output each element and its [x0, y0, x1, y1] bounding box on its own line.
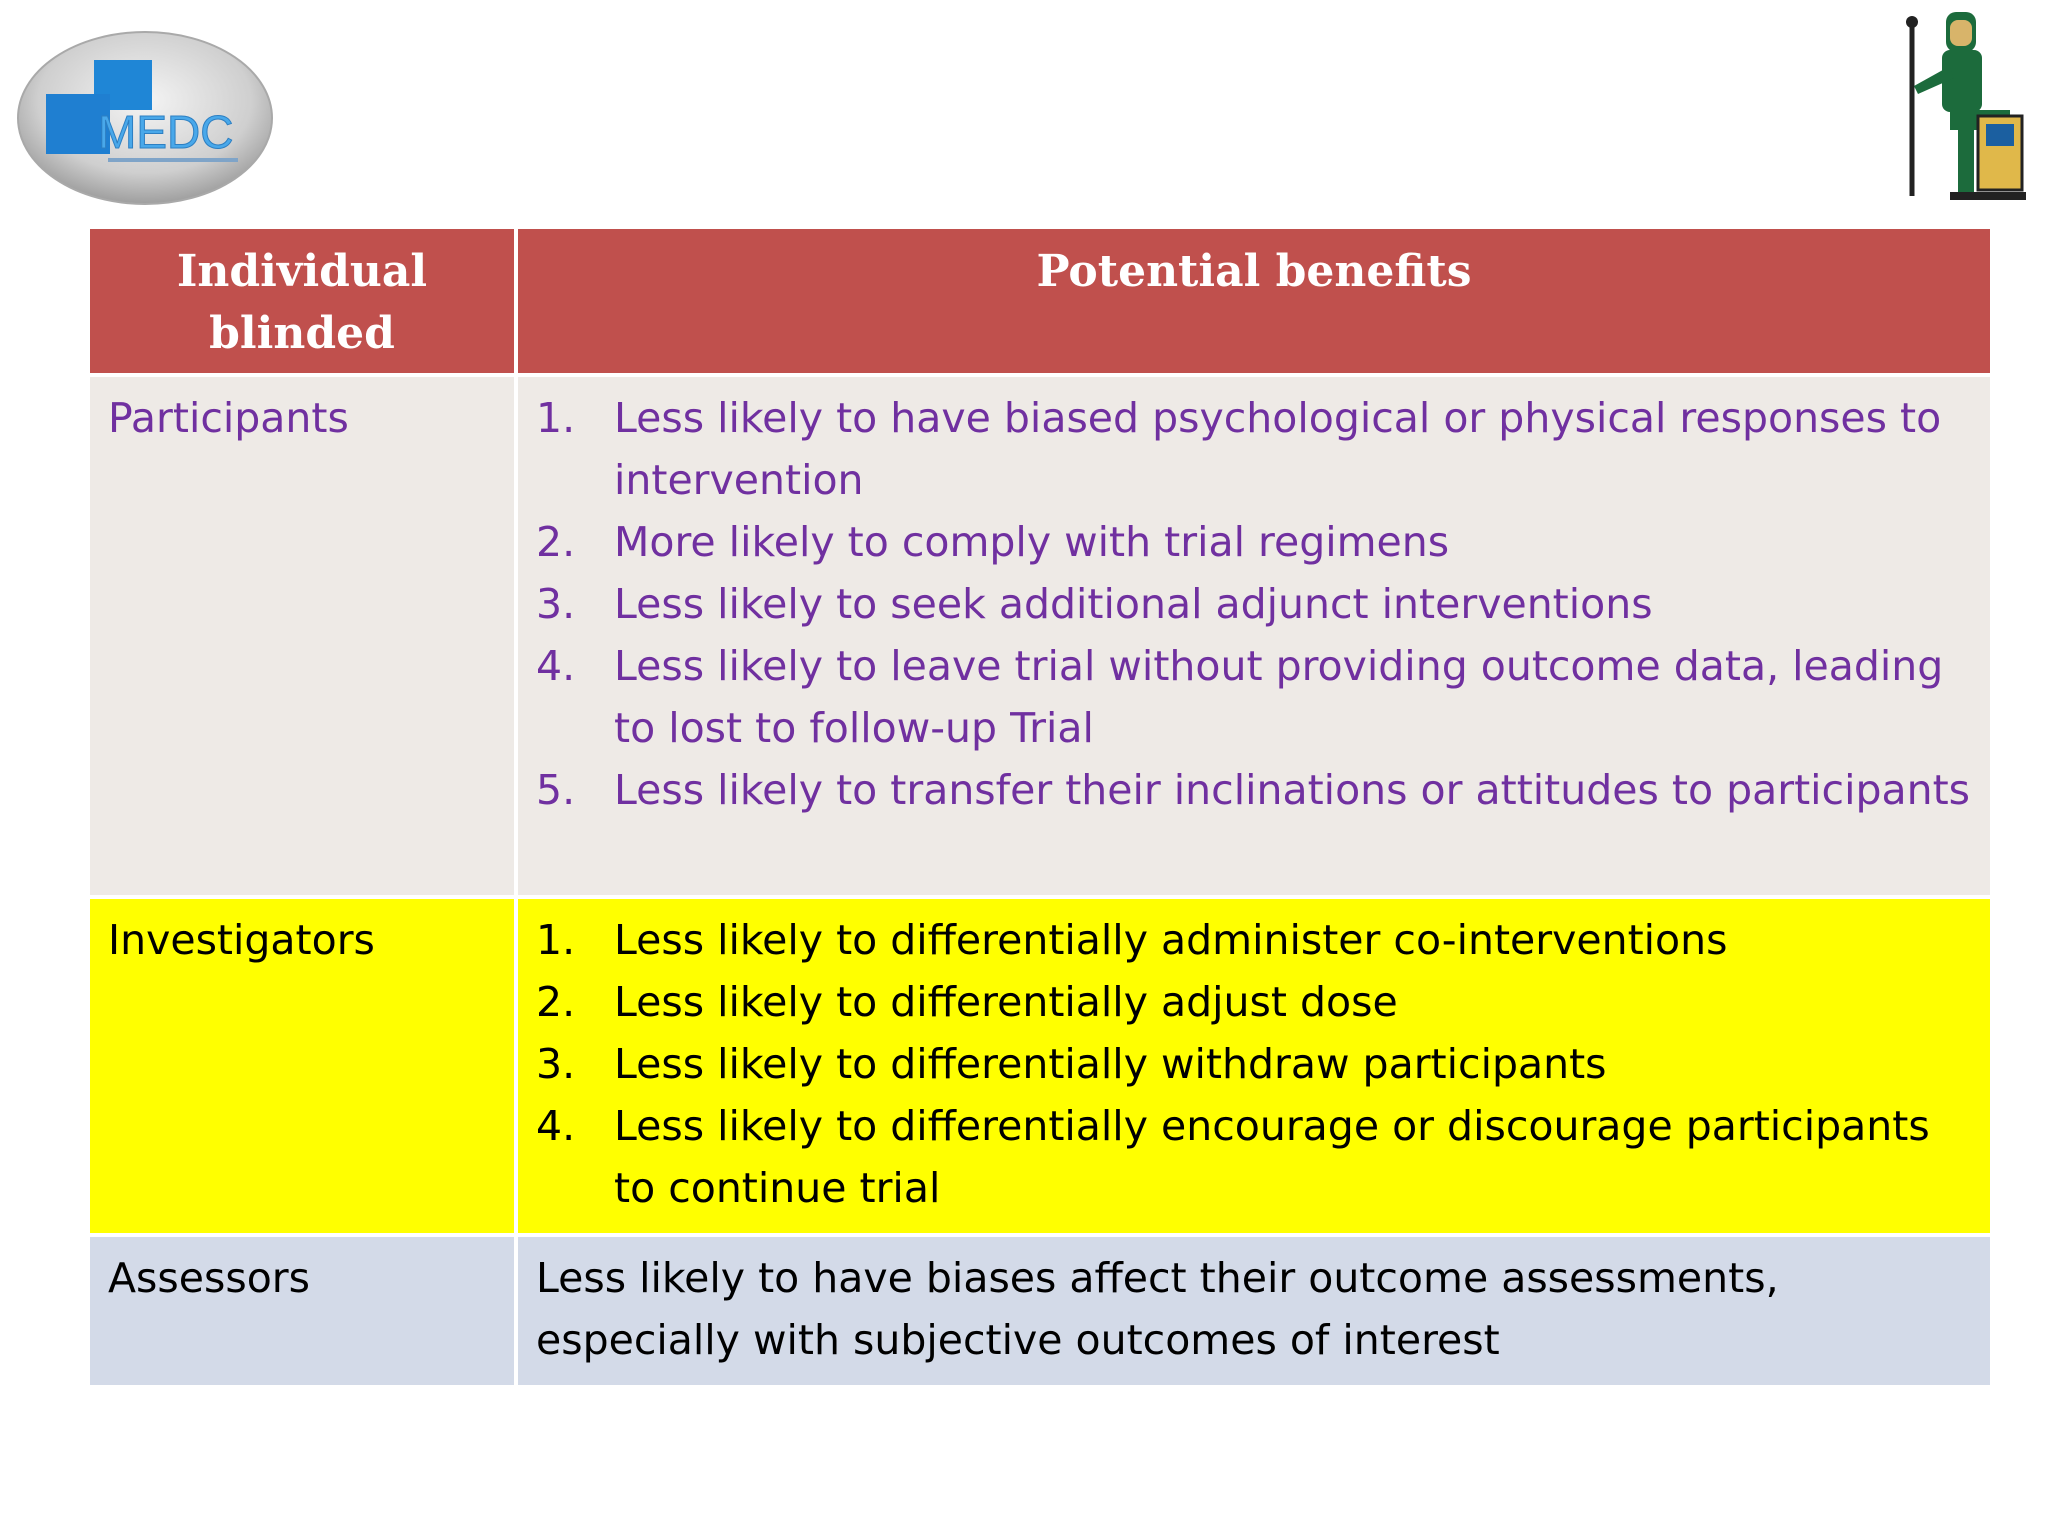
- benefits-list-participants: 1. Less likely to have biased psychologic…: [536, 387, 1972, 821]
- list-item-text: Less likely to differentially adjust dos…: [614, 978, 1398, 1026]
- list-item-text: Less likely to differentially withdraw p…: [614, 1040, 1607, 1088]
- cell-benefits-investigators: 1. Less likely to differentially administ…: [514, 895, 1994, 1237]
- list-item: 2. Less likely to differentially adjust d…: [536, 971, 1972, 1033]
- seated-scribe-icon: [1890, 6, 2030, 206]
- table-row-participants: Participants 1. Less likely to have biase…: [86, 373, 1994, 899]
- list-item: 1. Less likely to have biased psychologic…: [536, 387, 1972, 511]
- svg-text:MEDC: MEDC: [98, 106, 233, 158]
- list-item-text: Less likely to seek additional adjunct i…: [614, 580, 1653, 628]
- list-number: 4.: [536, 642, 576, 690]
- list-item-text: Less likely to differentially encourage …: [614, 1102, 1930, 1212]
- list-item-text: Less likely to transfer their inclinatio…: [614, 766, 1971, 814]
- medc-logo: MEDC: [16, 30, 274, 206]
- cell-benefits-assessors: Less likely to have biases affect their …: [514, 1233, 1994, 1389]
- cell-individual-participants: Participants: [86, 373, 518, 899]
- blinding-benefits-table-container: Individual blinded Potential benefits Pa…: [86, 225, 1994, 1389]
- list-number: 3.: [536, 580, 576, 628]
- list-number: 4.: [536, 1102, 576, 1150]
- list-item: 1. Less likely to differentially administ…: [536, 909, 1972, 971]
- table-row-assessors: Assessors Less likely to have biases aff…: [86, 1233, 1994, 1389]
- list-item: 4. Less likely to leave trial without pro…: [536, 635, 1972, 759]
- benefits-list-investigators: 1. Less likely to differentially administ…: [536, 909, 1972, 1219]
- list-item: 3. Less likely to differentially withdraw…: [536, 1033, 1972, 1095]
- list-number: 2.: [536, 518, 576, 566]
- cell-benefits-participants: 1. Less likely to have biased psychologic…: [514, 373, 1994, 899]
- list-item: 3. Less likely to seek additional adjunct…: [536, 573, 1972, 635]
- header-individual-blinded: Individual blinded: [86, 225, 518, 377]
- medc-logo-icon: MEDC: [17, 31, 273, 205]
- cell-individual-investigators: Investigators: [86, 895, 518, 1237]
- list-item-text: Less likely to have biased psychological…: [614, 394, 1942, 504]
- blinding-benefits-table: Individual blinded Potential benefits Pa…: [86, 225, 1994, 1389]
- list-item: 5. Less likely to transfer their inclinat…: [536, 759, 1972, 821]
- list-item: 2. More likely to comply with trial regim…: [536, 511, 1972, 573]
- list-item-text: Less likely to differentially administer…: [614, 916, 1728, 964]
- list-number: 1.: [536, 394, 576, 442]
- list-item-text: Less likely to leave trial without provi…: [614, 642, 1944, 752]
- list-number: 5.: [536, 766, 576, 814]
- list-number: 2.: [536, 978, 576, 1026]
- list-number: 1.: [536, 916, 576, 964]
- list-number: 3.: [536, 1040, 576, 1088]
- header-potential-benefits: Potential benefits: [514, 225, 1994, 377]
- cell-individual-assessors: Assessors: [86, 1233, 518, 1389]
- list-item-text: More likely to comply with trial regimen…: [614, 518, 1450, 566]
- list-item: 4. Less likely to differentially encourag…: [536, 1095, 1972, 1219]
- table-row-investigators: Investigators 1. Less likely to different…: [86, 895, 1994, 1237]
- table-header-row: Individual blinded Potential benefits: [86, 225, 1994, 377]
